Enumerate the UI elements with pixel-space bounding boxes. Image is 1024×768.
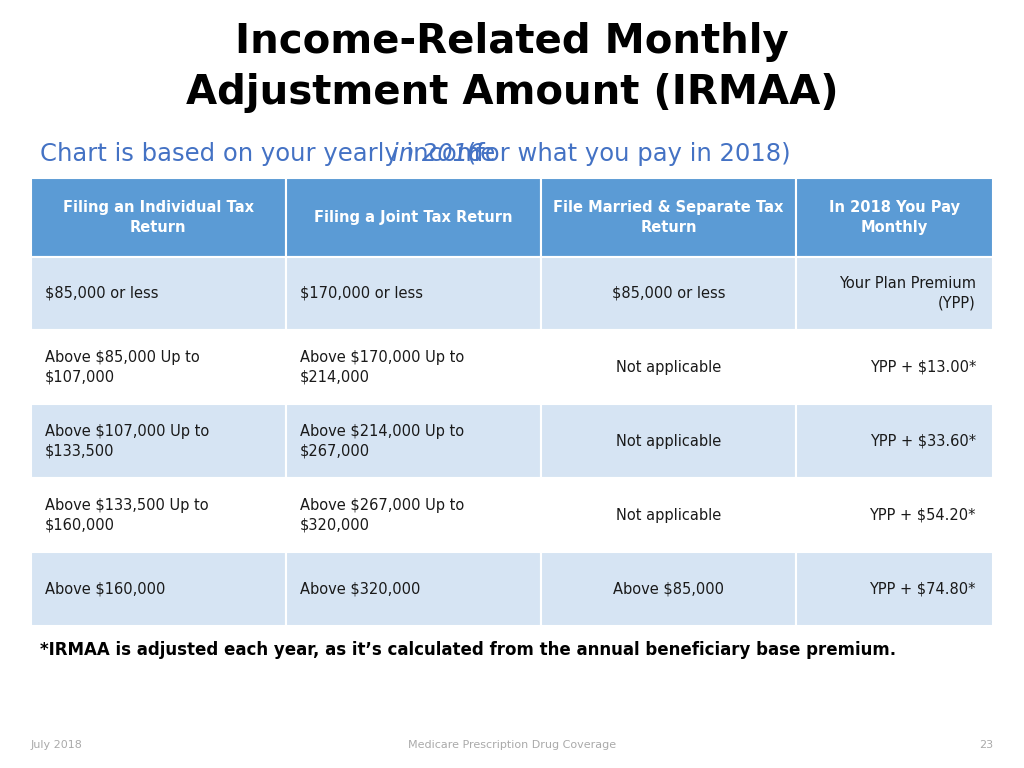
Text: Income-Related Monthly: Income-Related Monthly xyxy=(236,22,788,61)
Bar xyxy=(541,330,796,404)
Text: Filing a Joint Tax Return: Filing a Joint Tax Return xyxy=(314,210,513,225)
Text: YPP + $54.20*: YPP + $54.20* xyxy=(869,508,976,522)
Text: YPP + $74.80*: YPP + $74.80* xyxy=(869,581,976,597)
Text: YPP + $13.00*: YPP + $13.00* xyxy=(869,360,976,375)
Text: $85,000 or less: $85,000 or less xyxy=(45,286,159,301)
Bar xyxy=(541,404,796,478)
Bar xyxy=(286,478,541,552)
Text: In 2018 You Pay
Monthly: In 2018 You Pay Monthly xyxy=(829,200,961,235)
Text: in 2016: in 2016 xyxy=(392,142,483,166)
Bar xyxy=(286,404,541,478)
Text: Above $320,000: Above $320,000 xyxy=(300,581,421,597)
Text: (for what you pay in 2018): (for what you pay in 2018) xyxy=(459,142,791,166)
Text: $170,000 or less: $170,000 or less xyxy=(300,286,423,301)
Bar xyxy=(286,330,541,404)
Text: Above $170,000 Up to
$214,000: Above $170,000 Up to $214,000 xyxy=(300,350,465,385)
Text: Above $160,000: Above $160,000 xyxy=(45,581,166,597)
Text: 23: 23 xyxy=(979,740,993,750)
Text: Your Plan Premium
(YPP): Your Plan Premium (YPP) xyxy=(839,276,976,310)
Text: Not applicable: Not applicable xyxy=(615,360,721,375)
Text: Not applicable: Not applicable xyxy=(615,434,721,449)
Bar xyxy=(31,478,286,552)
Bar xyxy=(286,257,541,330)
Text: Above $85,000: Above $85,000 xyxy=(613,581,724,597)
Text: File Married & Separate Tax
Return: File Married & Separate Tax Return xyxy=(553,200,783,235)
Bar xyxy=(796,178,993,257)
Bar xyxy=(541,478,796,552)
Text: *IRMAA is adjusted each year, as it’s calculated from the annual beneficiary bas: *IRMAA is adjusted each year, as it’s ca… xyxy=(40,641,896,659)
Bar xyxy=(286,178,541,257)
Bar xyxy=(31,257,286,330)
Text: Above $267,000 Up to
$320,000: Above $267,000 Up to $320,000 xyxy=(300,498,465,532)
Text: Above $133,500 Up to
$160,000: Above $133,500 Up to $160,000 xyxy=(45,498,209,532)
Bar xyxy=(796,552,993,626)
Text: July 2018: July 2018 xyxy=(31,740,83,750)
Text: Medicare Prescription Drug Coverage: Medicare Prescription Drug Coverage xyxy=(408,740,616,750)
Bar xyxy=(796,257,993,330)
Bar xyxy=(796,404,993,478)
Text: Not applicable: Not applicable xyxy=(615,508,721,522)
Bar xyxy=(31,404,286,478)
Bar xyxy=(31,178,286,257)
Text: Above $85,000 Up to
$107,000: Above $85,000 Up to $107,000 xyxy=(45,350,200,385)
Bar xyxy=(31,552,286,626)
Bar xyxy=(541,178,796,257)
Bar xyxy=(31,330,286,404)
Text: Above $214,000 Up to
$267,000: Above $214,000 Up to $267,000 xyxy=(300,424,464,458)
Text: Filing an Individual Tax
Return: Filing an Individual Tax Return xyxy=(62,200,254,235)
Text: Above $107,000 Up to
$133,500: Above $107,000 Up to $133,500 xyxy=(45,424,210,458)
Bar xyxy=(541,552,796,626)
Bar xyxy=(286,552,541,626)
Text: $85,000 or less: $85,000 or less xyxy=(611,286,725,301)
Text: YPP + $33.60*: YPP + $33.60* xyxy=(869,434,976,449)
Bar xyxy=(796,478,993,552)
Bar xyxy=(796,330,993,404)
Text: Chart is based on your yearly income: Chart is based on your yearly income xyxy=(40,142,504,166)
Bar xyxy=(541,257,796,330)
Text: Adjustment Amount (IRMAA): Adjustment Amount (IRMAA) xyxy=(185,73,839,113)
